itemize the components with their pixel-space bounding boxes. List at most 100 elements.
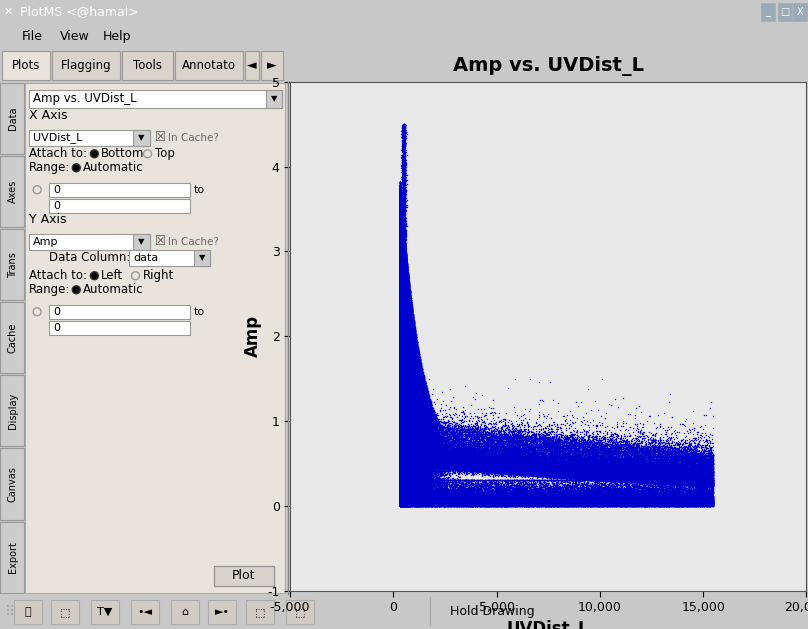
Point [393,456,406,466]
Point [423,464,436,474]
Point [399,381,412,391]
Point [393,483,406,493]
Point [402,500,415,510]
Point [399,348,412,358]
Point [609,467,622,477]
Point [406,376,419,386]
Point [696,486,709,496]
Point [465,490,478,500]
Point [406,355,419,365]
Point [690,485,703,495]
Point [664,491,677,501]
Point [543,463,556,473]
Point [399,482,412,493]
Point [406,323,419,333]
Point [397,431,410,442]
Point [537,499,550,509]
Point [402,367,415,377]
Point [393,499,406,509]
Point [398,260,410,270]
Point [425,425,438,435]
Point [417,494,430,504]
Point [431,494,444,504]
Point [393,487,406,497]
Point [394,381,407,391]
Point [491,500,504,510]
Point [399,272,412,282]
Point [439,448,452,458]
Point [424,456,437,466]
Point [421,474,434,484]
Point [523,450,536,460]
Point [408,401,421,411]
Point [675,495,688,505]
Point [494,500,507,510]
Point [466,500,479,510]
Point [400,498,413,508]
Point [640,470,653,481]
Point [399,255,412,265]
Point [410,337,423,347]
Point [600,499,613,509]
Point [462,498,475,508]
Point [398,462,410,472]
Point [596,494,609,504]
Point [411,394,424,404]
Point [400,351,413,361]
Point [398,257,410,267]
Point [401,343,414,353]
Point [399,495,412,505]
Point [445,496,458,506]
Point [636,474,649,484]
Point [523,499,536,509]
Point [395,246,408,256]
Point [400,373,413,383]
Point [558,492,571,502]
Point [664,499,677,509]
Point [396,469,409,479]
Point [512,459,525,469]
Point [595,451,608,461]
Point [398,249,410,259]
Point [534,486,547,496]
Point [420,420,433,430]
Point [595,493,608,503]
Point [465,499,478,509]
Point [393,245,406,255]
Point [414,374,427,384]
Point [438,477,451,487]
Point [566,467,579,477]
Point [466,492,479,502]
Point [424,448,437,459]
Point [395,420,408,430]
Point [406,389,419,399]
Point [429,413,442,423]
Point [521,461,534,471]
Point [439,492,452,502]
Point [416,448,429,458]
Point [473,488,486,498]
Point [419,462,431,472]
Point [393,331,406,342]
Point [413,470,426,481]
Point [553,500,566,510]
Point [694,499,707,509]
Point [393,404,406,415]
Point [435,497,448,507]
Point [402,327,415,337]
Point [414,408,427,418]
Point [398,499,411,509]
Point [402,431,415,441]
Point [397,321,410,331]
Point [394,291,407,301]
Point [473,460,486,470]
Point [419,501,432,511]
Point [396,219,409,229]
Point [506,476,519,486]
Point [398,431,411,442]
Point [424,440,437,450]
Point [397,425,410,435]
Point [477,454,490,464]
Point [397,204,410,214]
Point [404,358,417,368]
